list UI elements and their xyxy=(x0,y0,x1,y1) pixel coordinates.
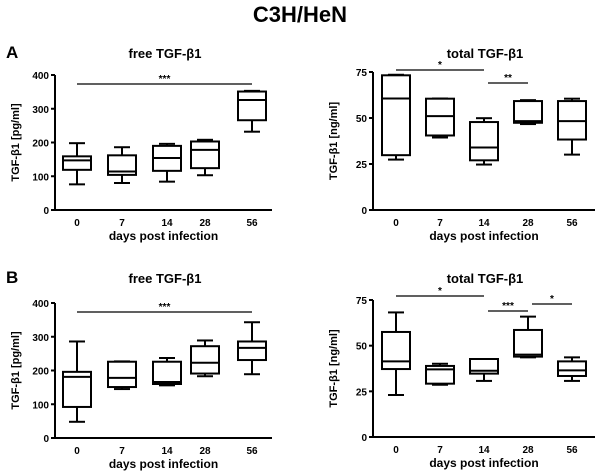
box-iqr xyxy=(152,360,182,386)
x-axis-label: days post infection xyxy=(109,229,218,243)
x-tick-label: 0 xyxy=(74,446,80,457)
y-tick-label: 0 xyxy=(361,206,367,217)
x-tick-label: 56 xyxy=(246,218,258,229)
box-iqr xyxy=(381,74,411,157)
y-tick-label: 300 xyxy=(32,105,49,116)
y-tick-label: 50 xyxy=(356,342,368,353)
panel-label: A xyxy=(6,43,18,62)
y-axis-label: TGF-β1 [ng/ml] xyxy=(328,102,340,181)
y-axis-label: TGF-β1 [pg/ml] xyxy=(10,103,22,182)
figure-title: C3H/HeN xyxy=(252,2,348,27)
significance-label: * xyxy=(438,286,442,297)
box-iqr xyxy=(107,154,137,176)
x-tick-label: 56 xyxy=(566,445,578,456)
panel-title: free TGF-β1 xyxy=(129,271,202,286)
y-tick-label: 100 xyxy=(32,400,49,411)
x-axis-label: days post infection xyxy=(109,457,218,471)
y-tick-label: 25 xyxy=(356,387,368,398)
box-iqr xyxy=(107,360,137,389)
x-tick-label: 28 xyxy=(522,218,534,229)
box-iqr xyxy=(469,121,499,162)
box-iqr xyxy=(513,100,543,124)
x-tick-label: 28 xyxy=(199,218,211,229)
box-iqr xyxy=(237,90,267,122)
y-tick-label: 400 xyxy=(32,71,49,82)
x-tick-label: 7 xyxy=(437,218,443,229)
x-tick-label: 14 xyxy=(161,446,173,457)
x-tick-label: 7 xyxy=(119,446,125,457)
box-iqr xyxy=(381,330,411,371)
y-tick-label: 75 xyxy=(356,68,368,79)
box-iqr xyxy=(190,140,220,170)
significance-label: *** xyxy=(159,302,171,313)
box-iqr xyxy=(62,155,92,171)
x-tick-label: 14 xyxy=(478,445,490,456)
significance-label: * xyxy=(438,60,442,71)
x-tick-label: 7 xyxy=(119,218,125,229)
significance-label: *** xyxy=(159,74,171,85)
panel-title: free TGF-β1 xyxy=(129,46,202,61)
y-axis-label: TGF-β1 [ng/ml] xyxy=(328,329,340,408)
y-tick-label: 400 xyxy=(32,299,49,310)
panel-title: total TGF-β1 xyxy=(447,46,524,61)
y-tick-label: 0 xyxy=(361,433,367,444)
x-tick-label: 14 xyxy=(478,218,490,229)
box-iqr xyxy=(557,360,587,377)
y-axis-label: TGF-β1 [pg/ml] xyxy=(10,331,22,410)
panel-label: B xyxy=(6,268,18,287)
significance-label: * xyxy=(550,294,554,305)
significance-label: *** xyxy=(502,301,514,312)
box-iqr xyxy=(190,345,220,375)
x-tick-label: 14 xyxy=(161,218,173,229)
x-tick-label: 56 xyxy=(566,218,578,229)
box-iqr xyxy=(513,328,543,358)
box-iqr xyxy=(237,340,267,362)
x-tick-label: 28 xyxy=(522,445,534,456)
x-axis-label: days post infection xyxy=(429,229,538,243)
x-tick-label: 28 xyxy=(199,446,211,457)
y-tick-label: 300 xyxy=(32,333,49,344)
x-tick-label: 0 xyxy=(393,218,399,229)
y-tick-label: 200 xyxy=(32,367,49,378)
x-tick-label: 7 xyxy=(437,445,443,456)
y-tick-label: 50 xyxy=(356,114,368,125)
y-tick-label: 0 xyxy=(43,206,49,217)
y-tick-label: 0 xyxy=(43,434,49,445)
y-tick-label: 200 xyxy=(32,139,49,150)
y-tick-label: 100 xyxy=(32,172,49,183)
panel-title: total TGF-β1 xyxy=(447,271,524,286)
x-axis-label: days post infection xyxy=(429,456,538,470)
y-tick-label: 75 xyxy=(356,296,368,307)
x-tick-label: 56 xyxy=(246,446,258,457)
x-tick-label: 0 xyxy=(393,445,399,456)
significance-label: ** xyxy=(504,73,512,84)
y-tick-label: 25 xyxy=(356,160,368,171)
x-tick-label: 0 xyxy=(74,218,80,229)
